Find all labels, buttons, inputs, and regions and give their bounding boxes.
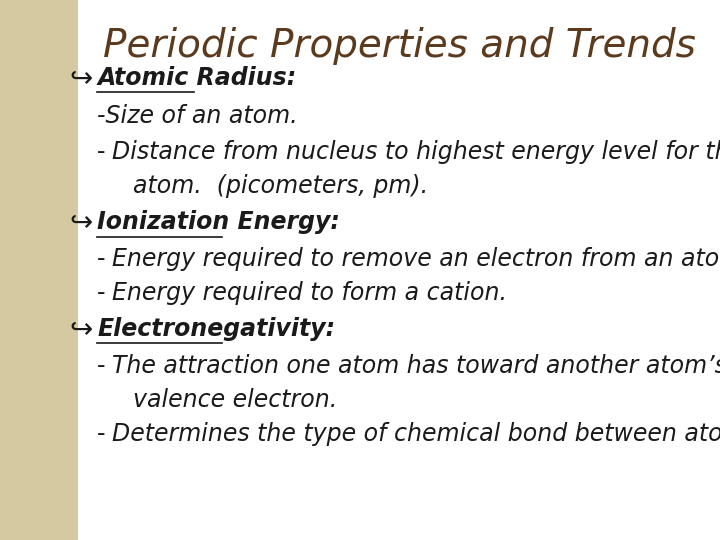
Text: Ionization Energy:: Ionization Energy: bbox=[97, 211, 340, 234]
Text: Energy required to form a cation.: Energy required to form a cation. bbox=[112, 281, 507, 305]
FancyBboxPatch shape bbox=[0, 0, 78, 540]
Text: Distance from nucleus to highest energy level for that: Distance from nucleus to highest energy … bbox=[112, 140, 720, 164]
Text: -: - bbox=[96, 140, 105, 164]
Text: Periodic Properties and Trends: Periodic Properties and Trends bbox=[103, 27, 696, 65]
Text: The attraction one atom has toward another atom’s: The attraction one atom has toward anoth… bbox=[112, 354, 720, 377]
Text: -: - bbox=[96, 354, 105, 377]
Text: atom.  (picometers, pm).: atom. (picometers, pm). bbox=[133, 174, 428, 198]
Text: ↪: ↪ bbox=[69, 208, 92, 237]
Text: -: - bbox=[96, 247, 105, 271]
Text: Determines the type of chemical bond between atoms.: Determines the type of chemical bond bet… bbox=[112, 422, 720, 446]
Text: Electronegativity:: Electronegativity: bbox=[97, 318, 336, 341]
Text: ↪: ↪ bbox=[69, 315, 92, 343]
Text: Atomic Radius:: Atomic Radius: bbox=[97, 66, 297, 90]
Text: -: - bbox=[96, 422, 105, 446]
Text: ↪: ↪ bbox=[69, 64, 92, 92]
Text: -Size of an atom.: -Size of an atom. bbox=[97, 104, 298, 128]
Text: valence electron.: valence electron. bbox=[133, 388, 338, 411]
Text: Energy required to remove an electron from an atom.: Energy required to remove an electron fr… bbox=[112, 247, 720, 271]
Text: -: - bbox=[96, 281, 105, 305]
